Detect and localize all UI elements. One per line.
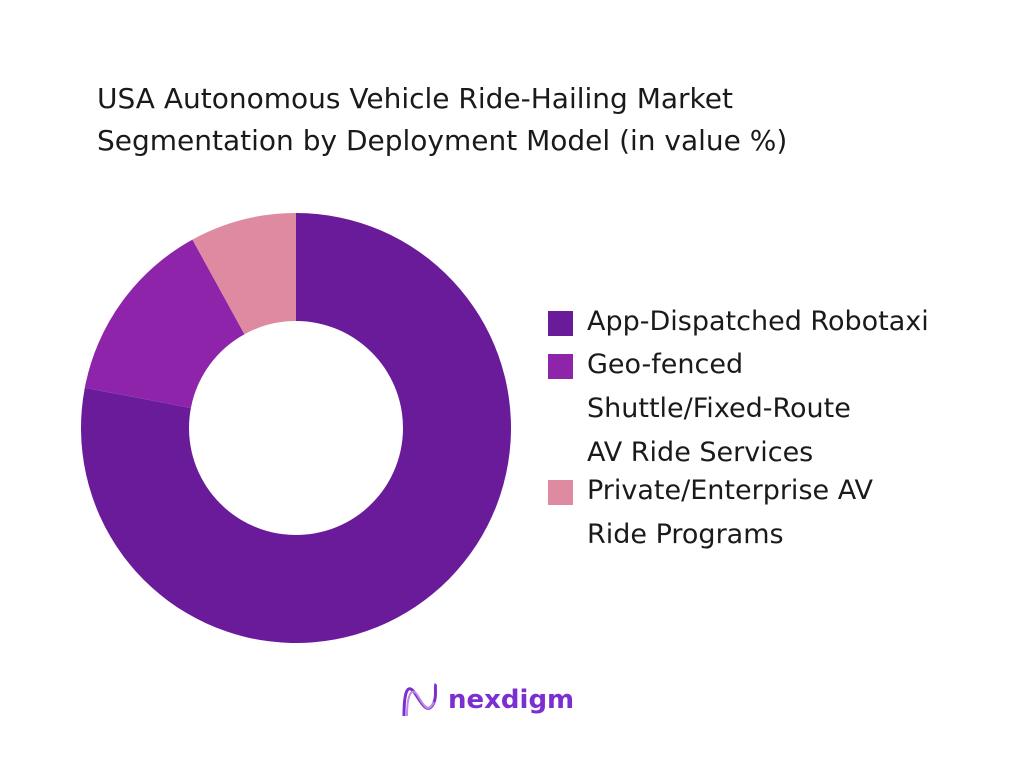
legend-label: Private/Enterprise AV (587, 475, 873, 506)
donut-slice-1 (84, 239, 245, 408)
legend-label: Shuttle/Fixed-Route (587, 393, 851, 424)
donut-slice-0 (81, 213, 512, 644)
brand-logo: nexdigm (400, 680, 574, 720)
legend-label: AV Ride Services (587, 437, 814, 468)
legend-label: Ride Programs (587, 519, 784, 550)
legend-item-robotaxi: App-Dispatched Robotaxi (548, 300, 1024, 344)
legend-label: App-Dispatched Robotaxi (587, 306, 929, 337)
legend-label: Geo-fenced (587, 349, 744, 380)
legend-item-private: Private/Enterprise AV Ride Programs (548, 469, 1024, 557)
legend-swatch (548, 311, 573, 336)
nexdigm-logo-icon (402, 682, 438, 717)
legend-item-shuttle: Geo-fenced Shuttle/Fixed-Route AV Ride S… (548, 343, 1024, 475)
title-line: Segmentation by Deployment Model (in val… (97, 124, 788, 157)
title-line: USA Autonomous Vehicle Ride-Hailing Mark… (97, 82, 733, 115)
donut-slice-2 (192, 213, 296, 335)
chart-title: USA Autonomous Vehicle Ride-Hailing Mark… (97, 78, 787, 162)
legend-swatch (548, 480, 573, 505)
brand-name: nexdigm (448, 685, 575, 715)
legend-swatch (548, 354, 573, 379)
